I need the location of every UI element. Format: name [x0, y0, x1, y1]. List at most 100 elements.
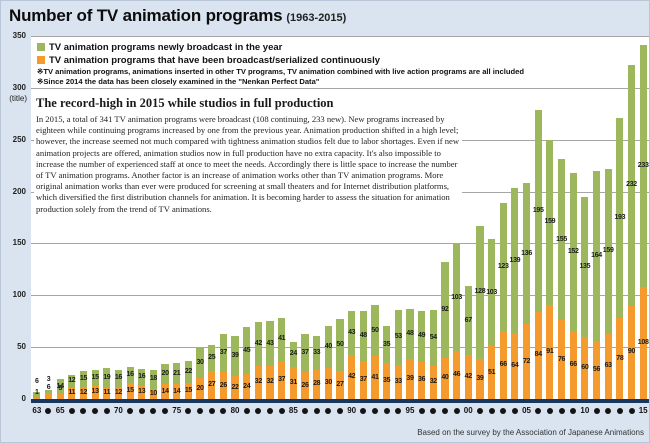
bar-value-new-2009: 152 [567, 247, 579, 255]
annotation-heading: The record-high in 2015 while studios in… [36, 96, 334, 110]
x-axis-dot-1972 [138, 408, 145, 414]
bar-2005-continuing [522, 324, 531, 399]
y-axis-labels: 0 50 100 150 200 250 300 350 (title) [1, 1, 28, 442]
x-axis-dot-2013 [616, 408, 623, 414]
x-axis-dot-2012 [605, 408, 612, 414]
x-axis-dot-2011 [593, 408, 600, 414]
bar-value-continuing-1984: 37 [278, 375, 286, 383]
bar-value-new-1986: 37 [301, 348, 309, 356]
bar-2012-new [604, 168, 612, 334]
bar-value-continuing-2006: 84 [534, 351, 542, 359]
y-tick-50: 50 [17, 342, 26, 352]
bar-1969-continuing [103, 387, 111, 399]
bar-value-new-1985: 24 [289, 350, 297, 358]
bar-2013-new [616, 117, 624, 319]
bar-2006-new [534, 109, 542, 312]
bar-2002-continuing [487, 346, 496, 399]
x-axis-label-1985: 85 [288, 406, 298, 415]
bar-2014-continuing [627, 305, 636, 399]
bar-value-new-1979: 37 [219, 348, 227, 356]
bar-value-new-2000: 67 [464, 316, 472, 324]
y-axis-unit-label: (title) [9, 93, 27, 103]
bar-2007-continuing [546, 304, 554, 399]
x-axis-label-1995: 95 [405, 406, 415, 415]
bar-value-continuing-1994: 33 [394, 377, 402, 385]
bar-value-new-2011: 164 [591, 251, 602, 259]
bar-value-new-1977: 30 [196, 358, 204, 366]
bar-1966-continuing [68, 387, 76, 399]
bar-2001-continuing [476, 358, 484, 399]
bar-1999-new [453, 244, 461, 352]
bar-1975-continuing [173, 384, 181, 399]
bar-1995-new [406, 308, 414, 359]
bar-value-new-1984: 41 [278, 335, 286, 343]
bar-1989-new [336, 319, 344, 371]
bar-value-new-2012: 159 [602, 247, 614, 255]
bar-value-continuing-1966: 11 [68, 389, 76, 397]
bar-1963-continuing [33, 397, 41, 399]
x-axis-label-1970: 70 [113, 406, 123, 415]
x-axis-label-1963: 63 [32, 406, 42, 415]
bar-value-new-1987: 33 [313, 348, 321, 356]
bar-1983-continuing [266, 365, 274, 399]
bar-value-new-1964: 3 [46, 375, 51, 383]
bar-1981-continuing [243, 374, 251, 399]
bar-2004-continuing [511, 332, 519, 399]
bar-value-continuing-1987: 28 [313, 380, 321, 388]
x-axis-dot-1977 [197, 408, 204, 414]
bar-2003-new [499, 203, 507, 331]
bar-2014-new [627, 65, 636, 306]
annotation-body: In 2015, a total of 341 TV animation pro… [36, 114, 460, 214]
bar-1987-new [313, 335, 321, 370]
bar-value-continuing-2003: 66 [499, 360, 507, 368]
bar-2015-new [639, 45, 647, 287]
bar-value-continuing-1975: 14 [173, 387, 181, 395]
bar-value-continuing-2000: 42 [464, 373, 472, 381]
y-tick-100: 100 [12, 290, 26, 300]
x-axis-dot-1979 [220, 408, 227, 414]
bar-2011-continuing [592, 340, 601, 399]
bar-value-new-1998: 92 [441, 305, 449, 313]
bar-value-new-1990: 43 [348, 329, 356, 337]
bar-value-new-1996: 49 [418, 332, 426, 340]
legend-note-2: ※Since 2014 the data has been closely ex… [37, 77, 320, 86]
bar-2005-new [522, 183, 531, 325]
bar-2000-continuing [464, 355, 472, 399]
bar-1976-continuing [184, 383, 192, 399]
bar-value-new-1971: 16 [126, 371, 134, 379]
x-axis-dot-2002 [488, 408, 495, 414]
x-axis-label-1990: 90 [347, 406, 357, 415]
x-axis-dot-1988 [325, 408, 332, 414]
x-axis-dot-1984 [278, 408, 285, 414]
y-tick-350: 350 [12, 31, 26, 40]
x-axis-dot-1986 [302, 408, 309, 414]
legend-label-continuing: TV animation programs that have been bro… [49, 54, 380, 66]
x-axis-dot-1998 [441, 408, 448, 414]
bar-1977-continuing [196, 378, 204, 399]
x-axis-dot-1989 [337, 408, 343, 414]
bar-2013-continuing [616, 318, 624, 399]
bar-value-continuing-1991: 37 [359, 375, 367, 383]
bar-1968-new [91, 369, 99, 386]
bar-value-continuing-1982: 32 [254, 378, 262, 386]
bar-1996-continuing [418, 361, 426, 399]
bar-2007-new [546, 139, 554, 305]
bar-value-new-1969: 19 [103, 373, 111, 381]
x-axis-dot-1983 [267, 408, 274, 414]
legend-label-new: TV animation programs newly broadcast in… [49, 41, 283, 53]
bar-value-continuing-2009: 66 [569, 360, 577, 368]
bar-value-new-1988: 40 [324, 343, 332, 351]
bar-value-new-1981: 45 [243, 346, 251, 354]
bar-value-new-1980: 39 [231, 351, 239, 359]
bar-value-continuing-1997: 32 [429, 378, 437, 386]
annotation-box: The record-high in 2015 while studios in… [34, 94, 462, 219]
bar-value-continuing-2010: 60 [581, 363, 589, 371]
bar-1979-continuing [219, 372, 227, 399]
y-tick-200: 200 [12, 186, 26, 196]
bar-1985-new [289, 341, 297, 367]
bar-1973-continuing [149, 388, 158, 399]
legend-swatch-continuing-icon [37, 56, 45, 64]
bar-1968-continuing [91, 385, 99, 399]
bar-1980-new [231, 335, 239, 377]
